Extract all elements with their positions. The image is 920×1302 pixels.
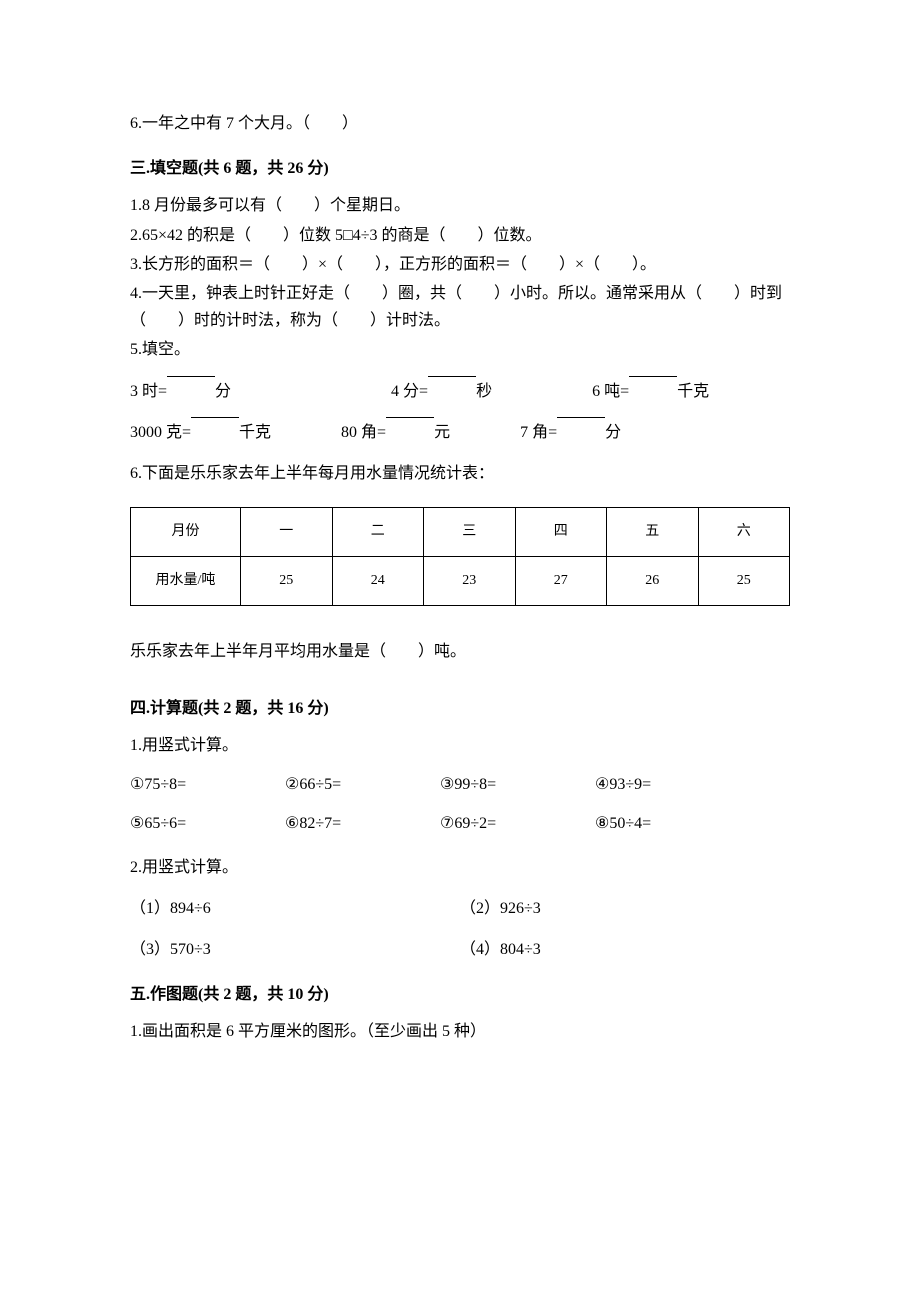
table-cell: 24 <box>332 556 424 605</box>
conv1c-pre: 6 吨= <box>592 378 629 405</box>
calc-item: ⑧50÷4= <box>595 810 750 837</box>
calc-item: ②66÷5= <box>285 771 440 798</box>
table-data-row: 用水量/吨 25 24 23 27 26 25 <box>131 556 790 605</box>
conv2c-post: 分 <box>605 419 621 446</box>
calc2-row-1: （1）894÷6 （2）926÷3 <box>130 895 790 922</box>
calc2-item: （4）804÷3 <box>460 936 541 963</box>
table-cell: 25 <box>241 556 333 605</box>
conv2a-pre: 3000 克= <box>130 419 191 446</box>
table-header: 五 <box>607 508 699 557</box>
table-header: 四 <box>515 508 607 557</box>
judge-q6: 6.一年之中有 7 个大月。（ ） <box>130 110 790 137</box>
section4-header: 四.计算题(共 2 题，共 16 分) <box>130 695 790 722</box>
fill-q3: 3.长方形的面积＝（ ）×（ ），正方形的面积＝（ ）×（ ）。 <box>130 251 790 278</box>
table-row-label: 用水量/吨 <box>131 556 241 605</box>
calc2-item: （3）570÷3 <box>130 936 460 963</box>
table-cell: 23 <box>424 556 516 605</box>
conv1a-pre: 3 时= <box>130 378 167 405</box>
calc-row-1: ①75÷8= ②66÷5= ③99÷8= ④93÷9= <box>130 771 790 798</box>
conv1b-pre: 4 分= <box>391 378 428 405</box>
fill-q5-label: 5.填空。 <box>130 336 790 363</box>
conv1b-post: 秒 <box>476 378 492 405</box>
table-header-row: 月份 一 二 三 四 五 六 <box>131 508 790 557</box>
fill-q4: 4.一天里，钟表上时针正好走（ ）圈，共（ ）小时。所以。通常采用从（ ）时到（… <box>130 280 790 334</box>
conv2c-pre: 7 角= <box>520 419 557 446</box>
calc-item: ⑤65÷6= <box>130 810 285 837</box>
calc-item: ①75÷8= <box>130 771 285 798</box>
conversion-row-1: 3 时= 分 4 分= 秒 6 吨= 千克 <box>130 378 790 405</box>
calc-item: ⑥82÷7= <box>285 810 440 837</box>
calc2-row-2: （3）570÷3 （4）804÷3 <box>130 936 790 963</box>
section3-header: 三.填空题(共 6 题，共 26 分) <box>130 155 790 182</box>
water-usage-table: 月份 一 二 三 四 五 六 用水量/吨 25 24 23 27 26 25 <box>130 507 790 606</box>
fill-q1: 1.8 月份最多可以有（ ）个星期日。 <box>130 192 790 219</box>
table-header: 六 <box>698 508 790 557</box>
section5-header: 五.作图题(共 2 题，共 10 分) <box>130 981 790 1008</box>
blank <box>629 376 677 377</box>
blank <box>557 417 605 418</box>
table-header: 二 <box>332 508 424 557</box>
blank <box>191 417 239 418</box>
blank <box>428 376 476 377</box>
conv1a-post: 分 <box>215 378 231 405</box>
conv2b-pre: 80 角= <box>341 419 386 446</box>
calc-item: ③99÷8= <box>440 771 595 798</box>
conversion-row-2: 3000 克= 千克 80 角= 元 7 角= 分 <box>130 419 790 446</box>
calc2-item: （1）894÷6 <box>130 895 460 922</box>
calc-item: ⑦69÷2= <box>440 810 595 837</box>
table-cell: 27 <box>515 556 607 605</box>
table-cell: 25 <box>698 556 790 605</box>
table-header: 三 <box>424 508 516 557</box>
fill-q2: 2.65×42 的积是（ ）位数 5□4÷3 的商是（ ）位数。 <box>130 222 790 249</box>
draw-q1: 1.画出面积是 6 平方厘米的图形。（至少画出 5 种） <box>130 1018 790 1045</box>
table-header: 一 <box>241 508 333 557</box>
fill-q6-summary: 乐乐家去年上半年月平均用水量是（ ）吨。 <box>130 638 790 665</box>
calc2-item: （2）926÷3 <box>460 895 541 922</box>
table-header: 月份 <box>131 508 241 557</box>
fill-q6-intro: 6.下面是乐乐家去年上半年每月用水量情况统计表： <box>130 460 790 487</box>
calc-row-2: ⑤65÷6= ⑥82÷7= ⑦69÷2= ⑧50÷4= <box>130 810 790 837</box>
conv2a-post: 千克 <box>239 419 271 446</box>
blank <box>167 376 215 377</box>
calc-q2-label: 2.用竖式计算。 <box>130 854 790 881</box>
calc-item: ④93÷9= <box>595 771 750 798</box>
table-cell: 26 <box>607 556 699 605</box>
calc-q1-label: 1.用竖式计算。 <box>130 732 790 759</box>
conv1c-post: 千克 <box>677 378 709 405</box>
blank <box>386 417 434 418</box>
conv2b-post: 元 <box>434 419 450 446</box>
